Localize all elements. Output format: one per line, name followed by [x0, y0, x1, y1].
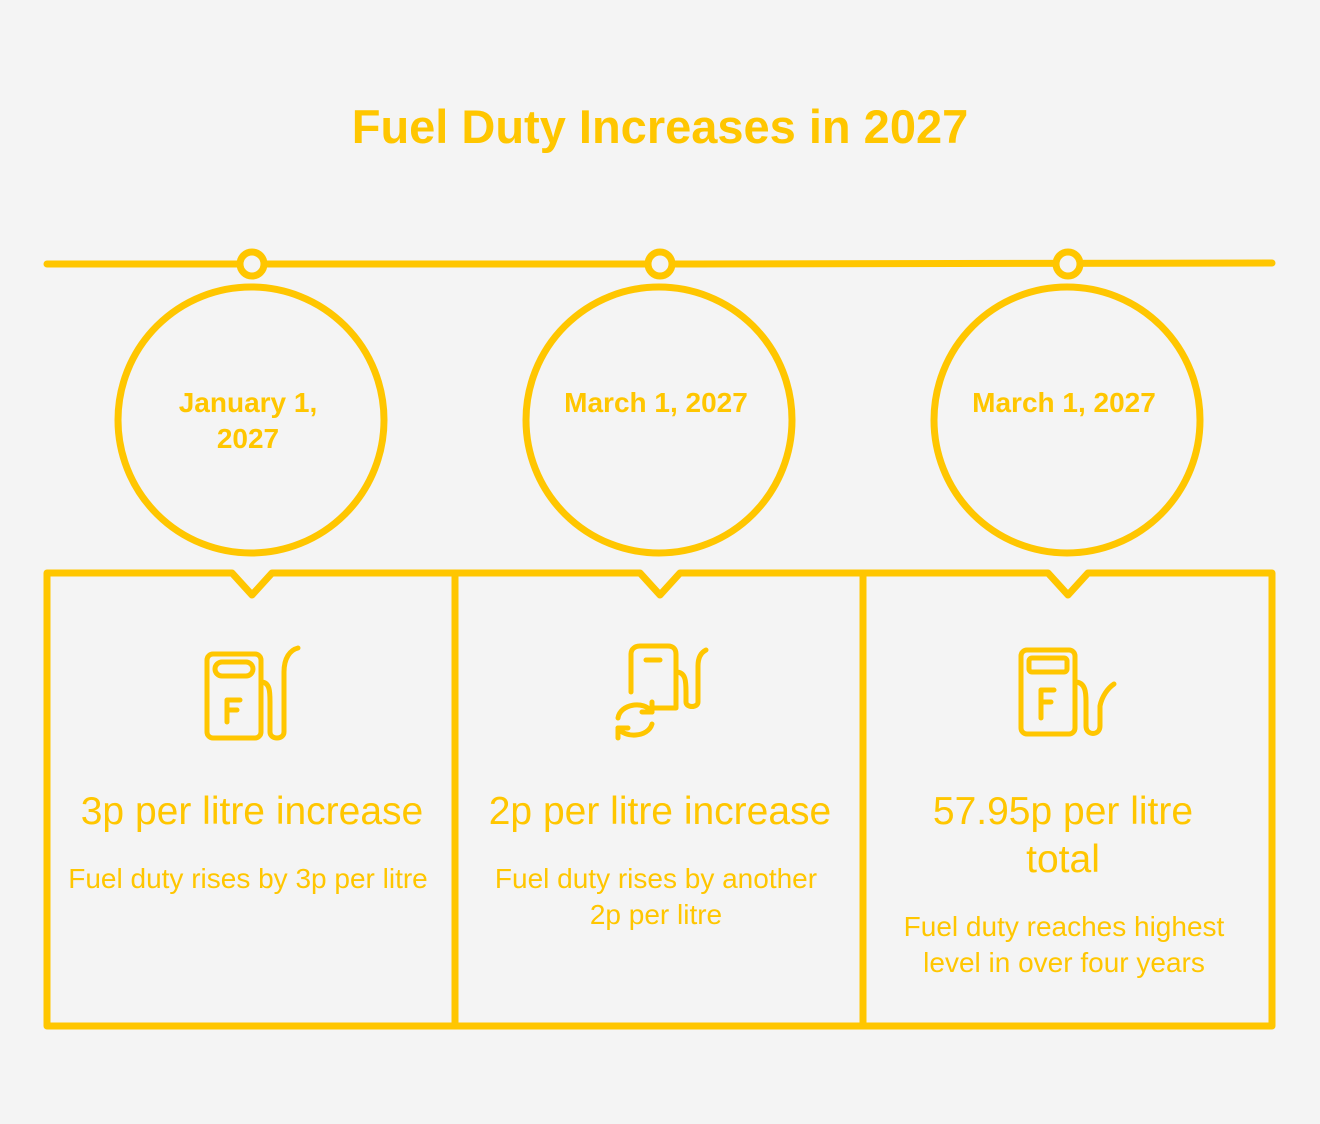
date-circle-3: [930, 283, 1204, 557]
milestone-2-description: Fuel duty rises by another 2p per litre: [494, 863, 818, 930]
fuel-pump-icon: [204, 645, 301, 741]
milestone-3-headline: 57.95p per litre total: [932, 790, 1194, 881]
timeline-node-3: [1052, 248, 1084, 280]
milestone-2-headline: 2p per litre increase: [488, 790, 832, 833]
milestone-1-description: Fuel duty rises by 3p per litre: [68, 863, 428, 894]
milestone-1-date: January 1, 2027: [178, 387, 318, 454]
date-circle-2: [522, 283, 796, 557]
fuel-pump-refresh-icon: [615, 643, 709, 741]
timeline-node-1: [236, 248, 268, 280]
milestone-3-date: March 1, 2027: [972, 387, 1156, 418]
milestone-3-description: Fuel duty reaches highest level in over …: [903, 911, 1225, 978]
milestone-2-date: March 1, 2027: [564, 387, 748, 418]
milestone-1-headline: 3p per litre increase: [80, 790, 424, 833]
timeline-node-2: [644, 248, 676, 280]
date-circle-1: [114, 283, 388, 557]
fuel-pump-icon: [1018, 647, 1117, 737]
page-title: Fuel Duty Increases in 2027: [351, 100, 969, 153]
